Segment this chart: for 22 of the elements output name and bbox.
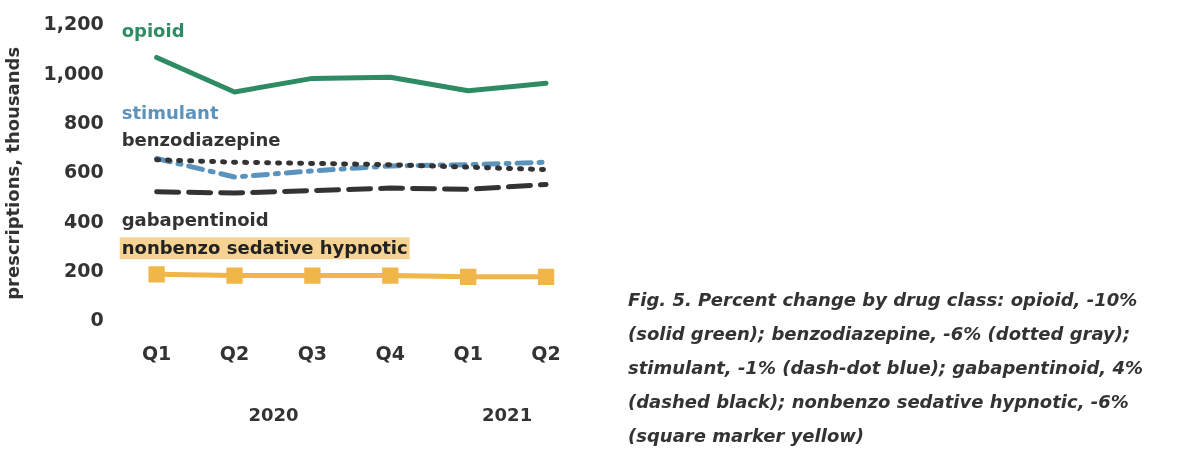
series-label: opioid <box>121 20 185 42</box>
y-tick-label: 400 <box>64 209 104 232</box>
text: 2021 <box>482 404 533 426</box>
y-tick-label: 1,000 <box>43 61 104 84</box>
x-tick-label: Q3 <box>297 341 328 364</box>
y-axis-title: prescriptions, thousands <box>2 46 24 300</box>
y-tick-label: 0 <box>90 308 104 331</box>
y-tick-label: 800 <box>64 110 104 133</box>
y-tick-label: 1,200 <box>43 12 104 35</box>
y-tick-label: 200 <box>64 258 104 281</box>
caption: Fig. 5. Percent change by drug class: opioid, -10% (solid green); benzodiazepine, -6% (dotted gray); stimulant, -1% (dash-dot blue); gabapentinoid, 4% (dashed black); nonbenzo sedative hypnotic, -6% (square marker yellow) <box>628 288 1144 448</box>
series-label: gabapentinoid <box>121 208 269 230</box>
x-tick-label: Q4 <box>375 341 405 364</box>
series-label: nonbenzo sedative hypnotic <box>121 237 408 259</box>
text: 2020 <box>248 404 299 426</box>
x-tick-label: Q1 <box>141 341 172 364</box>
y-tick-label: 600 <box>64 160 104 183</box>
x-tick-label: Q2 <box>531 341 561 364</box>
x-tick-label: Q1 <box>453 341 483 364</box>
series-label: benzodiazepine <box>121 128 281 150</box>
text: stimulant <box>121 101 219 123</box>
x-tick-label: Q2 <box>219 341 250 364</box>
